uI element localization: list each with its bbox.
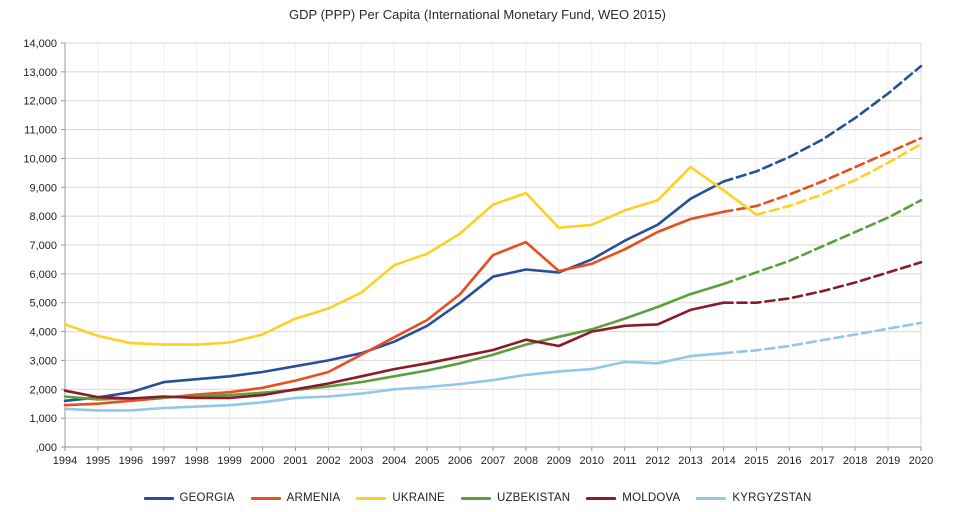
y-tick-label: 3,000 [29, 355, 57, 367]
y-tick-label: 13,000 [23, 67, 57, 79]
series-line-forecast [722, 260, 923, 305]
x-tick-label: 1996 [119, 455, 143, 467]
series-line-forecast [722, 321, 923, 355]
legend-label: UKRAINE [392, 492, 445, 504]
series-line-forecast [722, 64, 923, 183]
x-axis-labels: 1994 1995 1996 1997 1998 1999 2000 2001 2002 2003… [53, 447, 933, 467]
series-line-forecast [755, 142, 923, 216]
legend-line-swatch [460, 496, 491, 500]
y-tick-label: 9,000 [29, 182, 57, 194]
x-tick-label: 2013 [678, 455, 702, 467]
horizontal-gridlines [65, 42, 921, 419]
y-tick-label: 14,000 [23, 38, 57, 50]
legend-label: MOLDOVA [622, 492, 681, 504]
legend-line-swatch [356, 496, 387, 500]
series-line-solid [63, 301, 725, 400]
y-tick-label: 2,000 [29, 384, 57, 396]
x-tick-label: 2017 [810, 455, 834, 467]
x-tick-label: 2011 [613, 455, 637, 467]
y-axis-labels: ,000 1,000 2,000 3,000 4,000 5,000 6,000 7,000 8… [23, 38, 65, 454]
legend-line-swatch [143, 496, 174, 500]
x-tick-label: 2015 [744, 455, 768, 467]
x-tick-label: 1995 [86, 455, 110, 467]
legend-line-swatch [586, 496, 617, 500]
y-tick-label: 6,000 [29, 269, 57, 281]
x-tick-label: 2002 [316, 455, 340, 467]
x-tick-label: 1994 [53, 455, 77, 467]
x-tick-label: 1997 [152, 455, 176, 467]
x-tick-label: 2010 [580, 455, 604, 467]
chart-legend: GEORGIA ARMENIA UKRAINE UZBEKISTAN MOLDOVA KY… [0, 492, 955, 504]
x-tick-label: 2020 [909, 455, 933, 467]
legend-label: ARMENIA [286, 492, 341, 504]
legend-label: KYRGYZSTAN [732, 492, 812, 504]
y-tick-label: ,000 [36, 442, 57, 454]
y-tick-label: 4,000 [29, 327, 57, 339]
legend-line-swatch [250, 496, 281, 500]
legend-item-kyrgyzstan: KYRGYZSTAN [696, 492, 811, 504]
y-tick-label: 12,000 [23, 96, 57, 108]
x-tick-label: 2000 [250, 455, 274, 467]
y-tick-label: 1,000 [29, 413, 57, 425]
x-tick-label: 2009 [547, 455, 571, 467]
x-tick-label: 2012 [645, 455, 669, 467]
y-tick-label: 10,000 [23, 153, 57, 165]
series-ukraine [63, 142, 923, 346]
x-tick-label: 1999 [217, 455, 241, 467]
x-tick-label: 2004 [382, 455, 406, 467]
legend-item-georgia: GEORGIA [143, 492, 235, 504]
series-line-solid [63, 165, 758, 346]
series-kyrgyzstan [63, 321, 923, 412]
x-tick-label: 2007 [481, 455, 505, 467]
legend-item-uzbekistan: UZBEKISTAN [460, 492, 571, 504]
x-tick-label: 1998 [184, 455, 208, 467]
series-moldova [63, 260, 923, 400]
series-line-solid [63, 180, 725, 403]
legend-item-ukraine: UKRAINE [356, 492, 445, 504]
y-tick-label: 11,000 [24, 125, 57, 137]
x-tick-label: 2019 [876, 455, 900, 467]
y-tick-label: 5,000 [29, 298, 57, 310]
legend-label: GEORGIA [179, 492, 235, 504]
series-line-solid [63, 351, 725, 412]
legend-line-swatch [696, 496, 727, 500]
x-tick-label: 2003 [349, 455, 373, 467]
x-tick-label: 2005 [415, 455, 439, 467]
y-tick-label: 7,000 [29, 240, 57, 252]
x-tick-label: 2006 [448, 455, 472, 467]
y-tick-label: 8,000 [29, 211, 57, 223]
x-tick-label: 2008 [514, 455, 538, 467]
x-tick-label: 2018 [843, 455, 867, 467]
series-line-forecast [722, 199, 923, 286]
chart-title: GDP (PPP) Per Capita (International Mone… [289, 7, 666, 22]
legend-item-armenia: ARMENIA [250, 492, 341, 504]
series-line-forecast [722, 136, 923, 214]
series-georgia [63, 64, 923, 403]
legend-label: UZBEKISTAN [496, 492, 571, 504]
x-tick-label: 2016 [777, 455, 801, 467]
x-tick-label: 2014 [711, 455, 735, 467]
x-tick-label: 2001 [283, 455, 307, 467]
legend-item-moldova: MOLDOVA [586, 492, 680, 504]
